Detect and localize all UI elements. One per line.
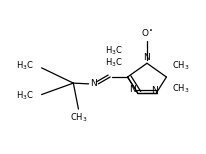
Text: N: N bbox=[130, 85, 136, 94]
Text: O$^{\bullet}$: O$^{\bullet}$ bbox=[141, 27, 153, 38]
Text: CH$_3$: CH$_3$ bbox=[172, 82, 189, 95]
Text: N: N bbox=[151, 86, 158, 95]
Text: H$_3$C: H$_3$C bbox=[16, 59, 34, 72]
Text: CH$_3$: CH$_3$ bbox=[70, 112, 87, 124]
Text: CH$_3$: CH$_3$ bbox=[172, 59, 189, 72]
Text: H$_3$C: H$_3$C bbox=[105, 56, 122, 69]
Text: N: N bbox=[90, 79, 97, 88]
Text: N: N bbox=[144, 53, 150, 62]
Text: H$_3$C: H$_3$C bbox=[105, 44, 122, 57]
Text: H$_3$C: H$_3$C bbox=[16, 90, 34, 102]
